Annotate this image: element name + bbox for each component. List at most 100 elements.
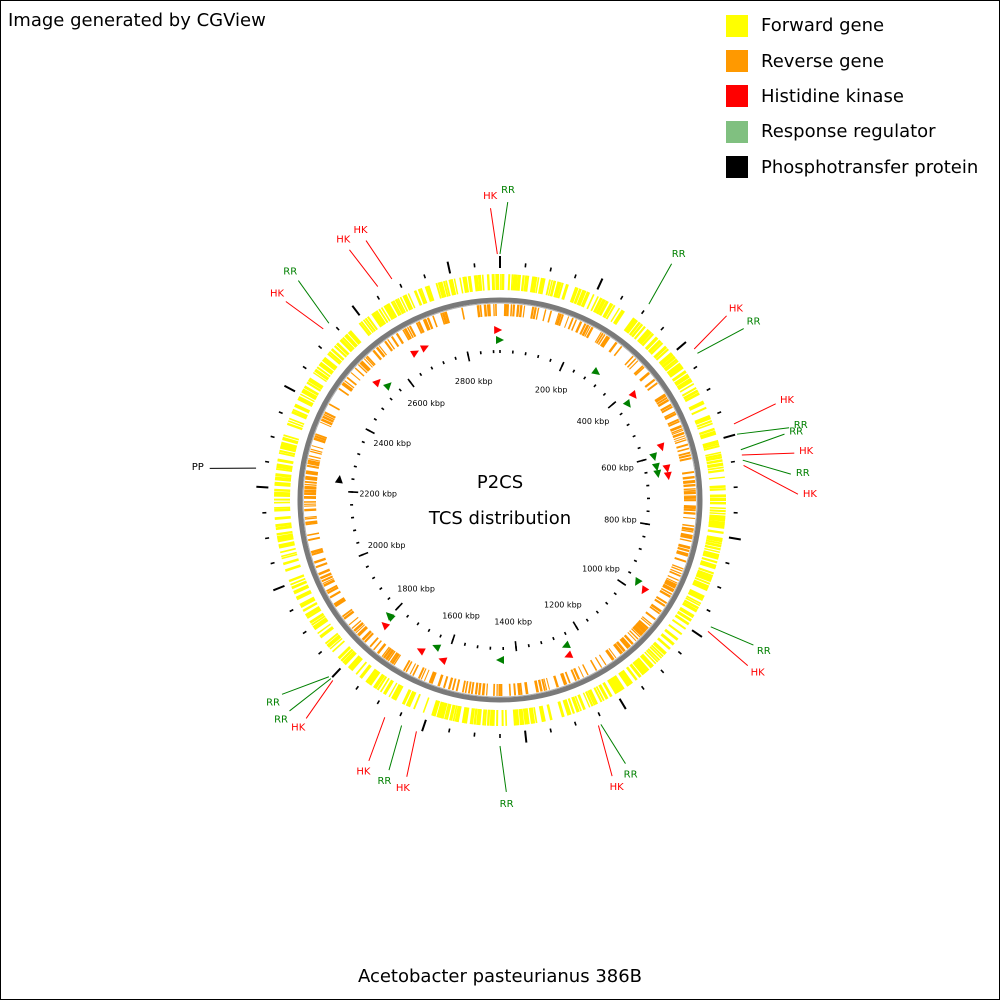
- reverse-gene: [322, 415, 335, 423]
- outer-tick: [549, 267, 552, 272]
- forward-gene: [705, 539, 722, 545]
- forward-gene: [473, 275, 478, 292]
- outer-tick: [619, 295, 624, 300]
- reverse-gene: [623, 634, 634, 645]
- forward-gene: [291, 580, 307, 589]
- forward-gene: [694, 577, 711, 585]
- forward-gene: [359, 664, 372, 679]
- forward-gene: [275, 525, 292, 531]
- forward-gene: [580, 291, 591, 308]
- reverse-gene: [517, 682, 521, 696]
- forward-gene: [391, 683, 402, 700]
- outer-tick: [272, 584, 285, 592]
- callout-line: [600, 724, 626, 764]
- callout-line: [499, 202, 509, 255]
- forward-gene: [694, 416, 712, 425]
- reverse-gene: [304, 483, 317, 486]
- reverse-gene: [679, 457, 692, 462]
- center-subtitle: TCS distribution: [428, 508, 571, 529]
- forward-gene: [467, 275, 473, 293]
- legend: Forward gene Reverse gene Histidine kina…: [726, 8, 978, 185]
- reverse-gene: [344, 380, 355, 389]
- histidine-kinase-marker: [372, 378, 381, 388]
- reverse-gene: [304, 480, 317, 484]
- forward-gene: [528, 707, 533, 724]
- forward-gene: [413, 290, 423, 306]
- forward-gene: [347, 655, 361, 670]
- forward-gene: [687, 592, 703, 602]
- response-regulator-marker: [561, 640, 571, 648]
- callout-label: RR: [794, 420, 808, 431]
- callout-label: RR: [757, 646, 771, 657]
- forward-gene: [318, 362, 334, 375]
- forward-gene: [697, 569, 714, 578]
- reverse-gene: [564, 671, 571, 684]
- reverse-gene: [676, 443, 689, 449]
- forward-gene: [280, 441, 298, 449]
- forward-gene: [621, 669, 633, 685]
- forward-gene: [449, 704, 456, 721]
- reverse-gene: [348, 616, 359, 626]
- forward-gene: [464, 707, 470, 724]
- callout-label: RR: [789, 426, 803, 437]
- inner-tick: [389, 397, 393, 401]
- forward-gene: [533, 707, 538, 724]
- forward-gene: [664, 360, 679, 372]
- inner-tick: [353, 529, 357, 532]
- reverse-gene: [415, 322, 423, 334]
- legend-item-response-regulator: Response regulator: [726, 114, 978, 149]
- outer-tick: [265, 537, 270, 540]
- forward-gene: [312, 371, 327, 383]
- outer-tick: [549, 728, 552, 733]
- forward-gene: [688, 589, 705, 600]
- reverse-gene: [577, 666, 585, 678]
- forward-gene: [373, 311, 385, 327]
- inner-tick-ring: [348, 350, 651, 652]
- forward-gene: [436, 701, 444, 718]
- reverse-gene: [522, 305, 526, 318]
- callout-label: RR: [672, 249, 686, 260]
- reverse-gene: [310, 450, 322, 455]
- reverse-gene: [654, 394, 667, 403]
- forward-gene: [676, 377, 692, 390]
- kbp-tick-label: 2600 kbp: [407, 399, 445, 408]
- reverse-gene: [310, 547, 324, 554]
- forward-gene: [584, 691, 594, 707]
- outer-tick: [618, 698, 627, 710]
- outer-tick: [573, 721, 577, 726]
- reverse-gene: [555, 313, 562, 326]
- phosphotransfer-protein-marker: [334, 475, 343, 484]
- inner-tick: [633, 559, 638, 563]
- forward-gene: [402, 294, 413, 311]
- forward-gene: [449, 278, 457, 296]
- forward-gene: [380, 307, 391, 322]
- forward-gene: [301, 388, 318, 399]
- outer-tick: [728, 536, 741, 541]
- forward-gene: [278, 542, 295, 549]
- inner-tick: [540, 640, 543, 645]
- callout-line: [697, 328, 744, 354]
- inner-major-tick: [394, 602, 403, 611]
- inner-tick: [373, 417, 378, 421]
- reverse-gene: [363, 358, 373, 368]
- forward-gene: [578, 290, 587, 306]
- forward-gene: [652, 642, 666, 656]
- forward-gene: [703, 550, 720, 557]
- kbp-tick-label: 1400 kbp: [494, 617, 532, 626]
- forward-gene: [277, 459, 294, 465]
- histidine-kinase-marker: [628, 390, 637, 399]
- forward-gene: [706, 535, 723, 541]
- forward-gene: [413, 693, 421, 710]
- reverse-gene: [391, 653, 400, 665]
- forward-gene: [331, 640, 345, 653]
- forward-gene: [314, 368, 330, 381]
- callout-label: PP: [192, 462, 204, 473]
- forward-gene: [668, 624, 683, 636]
- forward-gene: [520, 275, 525, 292]
- reverse-gene: [481, 683, 486, 696]
- backbone-inner-edge: [302, 302, 698, 698]
- forward-gene: [695, 573, 712, 583]
- reverse-gene: [305, 477, 318, 481]
- inner-tick: [406, 614, 410, 618]
- histidine-kinase-marker: [438, 657, 448, 666]
